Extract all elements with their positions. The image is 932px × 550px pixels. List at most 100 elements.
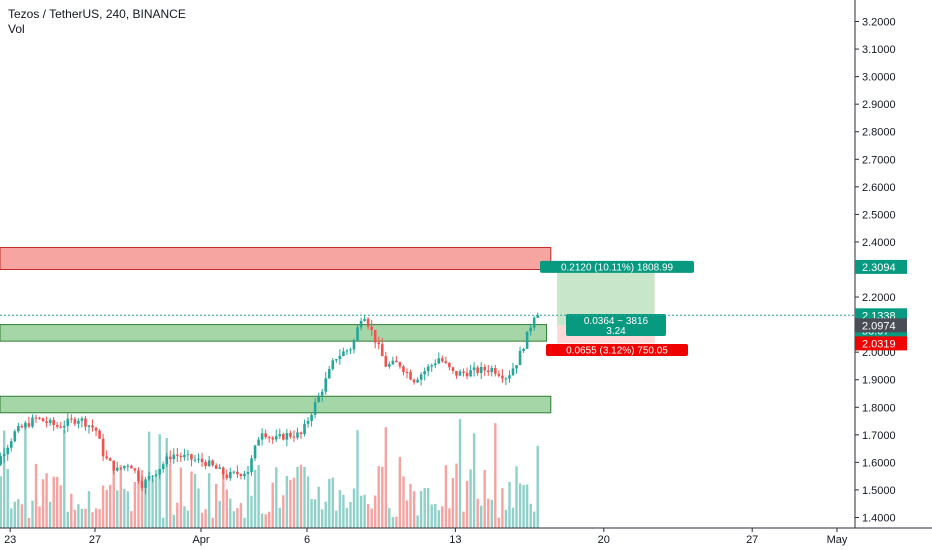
volume-bar [239,503,243,528]
chart-symbol-title[interactable]: Tezos / TetherUS, 240, BINANCE [8,7,186,21]
volume-bar [465,480,469,528]
candle [214,463,218,469]
candle-body [366,319,370,327]
volume-bar [257,465,260,528]
volume-bar [349,501,352,528]
candle [147,471,151,482]
position-mid-label-bg [566,314,666,336]
candle-body [243,473,246,477]
volume-bar [501,488,504,528]
price-tick-label: 3.1000 [862,44,896,56]
volume-bar [384,427,387,528]
volume-bar [268,511,271,528]
candle [317,392,320,403]
candle [331,357,335,371]
zone-support-upper[interactable] [0,324,548,342]
candle [444,356,448,365]
candle-body [165,456,169,465]
candle [186,449,190,461]
volume-bar [211,517,214,528]
candle-body [13,431,17,442]
candle-body [278,434,282,437]
candle [398,361,402,369]
candle-body [356,327,359,341]
candle [161,461,165,473]
candle [345,349,349,355]
candle [356,324,359,341]
candle [303,419,306,437]
candle-body [370,326,373,331]
candle [306,417,310,428]
candle-body [253,445,257,459]
candle [137,467,140,484]
candle [426,364,430,377]
candle [416,377,419,384]
candle [423,367,426,381]
volume-bar [363,494,366,528]
volume-bar [186,510,190,528]
price-tag-label: 2.3094 [862,262,896,274]
candle-body [458,371,462,376]
volume-bar [419,490,423,528]
volume-indicator-label[interactable]: Vol [8,22,25,36]
candle-body [31,417,34,427]
candle [232,470,236,475]
candle [204,459,207,470]
volume-bar [476,498,479,528]
volume-bar [352,488,356,528]
candle-body [214,465,218,469]
price-tag[interactable]: 2.0319 [855,336,907,351]
volume-bar [126,491,130,528]
candle-body [476,367,479,374]
candle [511,362,515,376]
candle [77,418,80,429]
price-tick-label: 1.4000 [862,513,896,525]
volume-bar [377,466,380,528]
candle-body [0,456,2,465]
volume-bar [430,504,433,528]
volume-bars [0,419,539,528]
candle [388,361,391,369]
price-tag[interactable]: 2.3094 [855,259,907,274]
price-tag[interactable]: 2.0974 [855,318,907,333]
long-position-tool: 0.2120 (10.11%) 1808.99 0.0364 ~ 38163.24… [540,260,694,357]
volume-bar [154,469,158,528]
volume-bar [6,468,9,528]
volume-bar [441,506,444,528]
candle-body [260,433,264,440]
zone-resistance[interactable] [0,246,552,270]
zones-layer [0,246,552,414]
candle [289,430,292,439]
candle-body [522,348,525,351]
candle [299,431,303,440]
candle [221,466,225,480]
candle-body [486,370,490,372]
volume-bar [250,495,253,528]
volume-bar [359,495,363,528]
candle-body [94,427,98,431]
candle-body [250,458,253,473]
candle-body [140,480,144,488]
candle-body [324,378,328,392]
position-target-label-bg [540,260,694,273]
candle-body [98,430,101,439]
volume-bar [229,498,232,528]
candle-body [80,418,84,421]
candle [123,465,126,471]
candle-body [264,433,267,438]
candle [62,420,66,434]
candle-body [363,319,366,321]
zone-support-lower[interactable] [0,395,552,414]
candle-body [207,460,211,467]
candle-body [158,469,161,475]
volume-bar [504,509,508,528]
candle [419,372,423,386]
candle-body [211,460,214,466]
price-tick-label: 2.2000 [862,292,896,304]
candle-body [479,366,483,374]
volume-bar [200,512,204,528]
volume-bar [133,482,137,528]
candle-body [469,370,472,377]
candle-body [190,454,193,460]
